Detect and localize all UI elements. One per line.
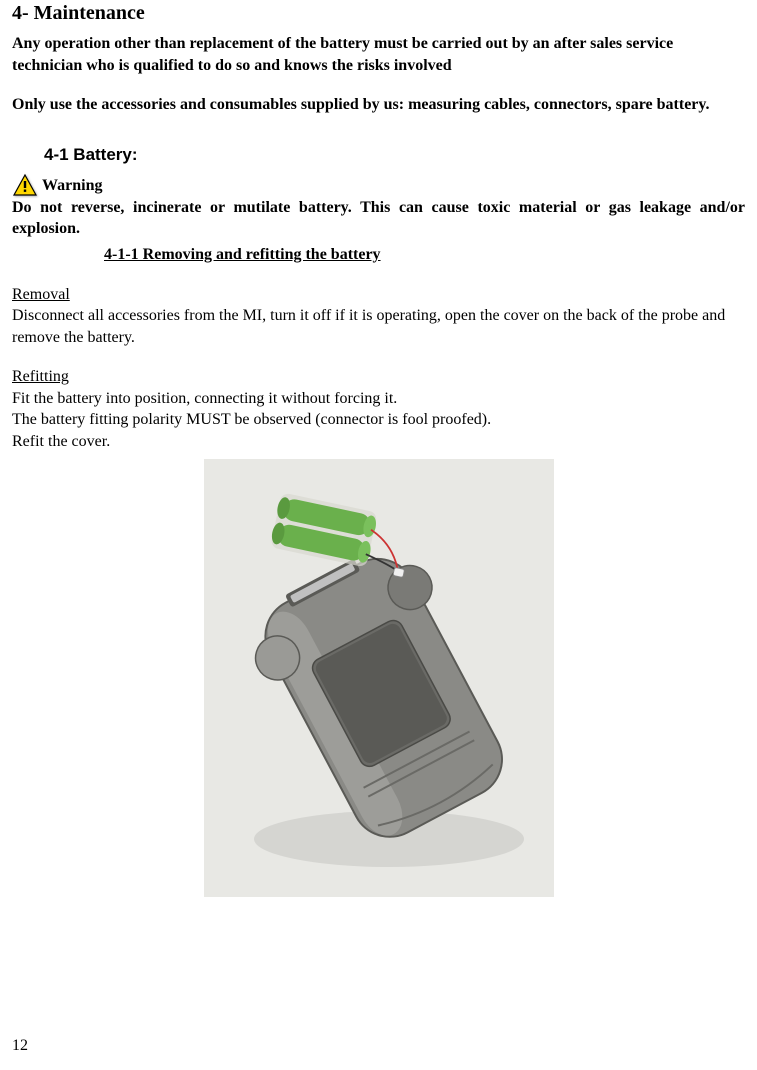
- maintenance-para-2: Only use the accessories and consumables…: [12, 94, 745, 116]
- warning-label: Warning: [42, 175, 102, 197]
- refitting-line-2: The battery fitting polarity MUST be obs…: [12, 409, 745, 431]
- refitting-block: Refitting Fit the battery into position,…: [12, 366, 745, 452]
- page-number: 12: [12, 1035, 28, 1057]
- device-figure: [204, 459, 554, 897]
- warning-icon: [12, 173, 38, 197]
- warning-row: Warning: [12, 173, 745, 197]
- refitting-heading: Refitting: [12, 366, 745, 388]
- removal-text: Disconnect all accessories from the MI, …: [12, 305, 745, 348]
- refitting-line-1: Fit the battery into position, connectin…: [12, 388, 745, 410]
- remove-refit-title: 4-1-1 Removing and refitting the battery: [104, 244, 745, 266]
- refitting-line-3: Refit the cover.: [12, 431, 745, 453]
- removal-block: Removal Disconnect all accessories from …: [12, 284, 745, 349]
- battery-subsection-title: 4-1 Battery:: [44, 144, 745, 167]
- warning-text: Do not reverse, incinerate or mutilate b…: [12, 197, 745, 240]
- section-title: 4- Maintenance: [12, 0, 745, 27]
- removal-heading: Removal: [12, 284, 745, 306]
- maintenance-para-1: Any operation other than replacement of …: [12, 33, 745, 76]
